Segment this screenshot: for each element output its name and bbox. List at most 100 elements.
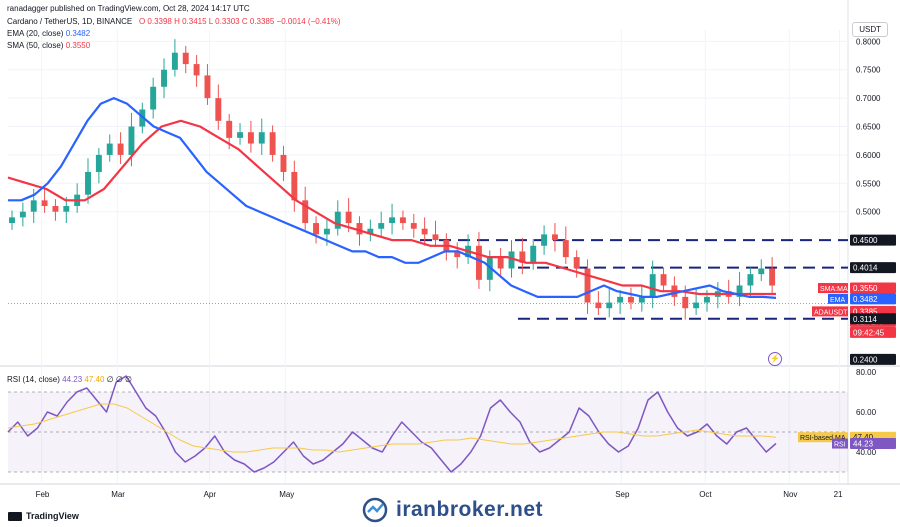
rsi-ma-value: 47.40 [84, 375, 105, 384]
candle-body [204, 75, 211, 99]
candle-body [95, 154, 102, 172]
level-tag: 0.2400 [853, 355, 878, 364]
symbol-legend: Cardano / TetherUS, 1D, BINANCE O 0.3398… [7, 16, 341, 27]
horizontal-levels [420, 239, 848, 320]
candle-body [606, 302, 613, 309]
sma50-line [7, 119, 776, 296]
rsi-label: RSI (14, close) [7, 375, 60, 384]
rsi-value: 44.23 [62, 375, 83, 384]
candle-body [9, 217, 15, 224]
candle-body [769, 268, 776, 286]
rsi-tick-label: 60.00 [856, 408, 877, 417]
rsi-ma-value-tag: 47.40 [853, 433, 874, 442]
symbol-tag-bg [812, 306, 848, 317]
rsi-value-tag-bg [850, 438, 896, 450]
candle-body [519, 251, 526, 263]
price-tick-label: 0.7000 [856, 94, 881, 103]
time-tick-label: Oct [699, 490, 712, 499]
candle-body [704, 296, 710, 303]
candle-body [280, 154, 287, 172]
iranbroker-logo-icon [362, 497, 388, 523]
candle-body [269, 132, 276, 155]
candle-body [63, 206, 70, 212]
candle-body [421, 228, 428, 235]
level-tag-bg [850, 353, 896, 365]
candle-body [258, 132, 265, 144]
candle-body [237, 132, 243, 138]
candle-body [475, 245, 482, 280]
candle-body [247, 132, 254, 144]
price-tick-label: 0.8000 [856, 37, 881, 46]
candle-body [302, 200, 309, 224]
candle-body [758, 268, 765, 275]
candle-body [291, 171, 298, 201]
price-value-tag: 0.3385 [853, 307, 878, 316]
sma-legend[interactable]: SMA (50, close) 0.3550 [7, 40, 90, 51]
candle-body [638, 296, 645, 303]
sma-label: SMA (50, close) [7, 41, 64, 50]
currency-button[interactable]: USDT [852, 22, 888, 37]
chart-grid [0, 0, 900, 485]
moving-average-lines [7, 96, 848, 304]
candle-body [41, 200, 48, 207]
candle-body [345, 211, 352, 224]
candle-body [617, 296, 624, 303]
candle-body [541, 234, 548, 246]
ema-value-tag-bg [850, 293, 896, 305]
ema-value-tag: 0.3482 [853, 295, 878, 304]
countdown-tag-bg [850, 326, 896, 338]
tradingview-mark-icon [8, 511, 22, 521]
time-axis: Feb Mar Apr May Sep Oct Nov 21 [36, 490, 843, 499]
candle-body [693, 302, 700, 309]
candle-body [150, 86, 157, 110]
level-tag: 0.4014 [853, 264, 878, 273]
candle-body [334, 211, 341, 229]
level-tag: 0.3114 [853, 315, 877, 324]
price-tags: 0.4500 0.4014 SMA:MA 0.3550 EMA 0.3482 ADAUSDT… [798, 234, 896, 450]
candle-body [432, 234, 439, 241]
price-tick-label: 0.7500 [856, 66, 881, 75]
candle-body [313, 223, 320, 235]
candle-body [106, 143, 113, 155]
rsi-tick-label: 80.00 [856, 368, 877, 377]
level-tag-bg [850, 313, 896, 325]
watermark: iranbroker.net [362, 497, 543, 523]
watermark-text: iranbroker.net [396, 498, 544, 521]
candle-body [682, 296, 689, 309]
candle-body [628, 296, 634, 303]
price-axis: 0.8000 0.7500 0.7000 0.6500 0.6000 0.5500 0.50… [856, 37, 881, 457]
level-tag-bg [850, 262, 896, 274]
ema-label: EMA (20, close) [7, 29, 64, 38]
price-tick-label: 0.5000 [856, 208, 881, 217]
candle-body [128, 126, 135, 155]
candle-body [551, 234, 558, 241]
rsi-legend[interactable]: RSI (14, close) 44.23 47.40 ∅ ∅ ∅ [7, 374, 132, 385]
rsi-extra: ∅ ∅ ∅ [106, 375, 133, 384]
candle-body [378, 223, 385, 229]
candle-body [584, 268, 591, 303]
level-tag: 0.4500 [853, 236, 878, 245]
ema-short-label-bg [828, 293, 848, 304]
level-tag-bg [850, 234, 896, 246]
candle-body [660, 274, 667, 286]
time-tick-label: May [279, 490, 294, 499]
alarm-icon[interactable]: ⚡ [768, 352, 782, 366]
candle-body [497, 257, 504, 269]
rsi-band [8, 391, 848, 473]
ema-legend[interactable]: EMA (20, close) 0.3482 [7, 28, 90, 39]
rsi-ma-name-bg [798, 432, 848, 443]
time-tick-label: Apr [204, 490, 217, 499]
time-tick-label: Feb [36, 490, 50, 499]
rsi-tick-label: 40.00 [856, 448, 877, 457]
candle-body [508, 251, 515, 269]
ema-short-label: EMA [830, 297, 846, 304]
time-tick-label: Sep [615, 490, 630, 499]
candle-body [649, 274, 656, 297]
rsi-lines [7, 375, 777, 473]
sma-value: 0.3550 [65, 41, 91, 50]
tradingview-logo[interactable]: TradingView [8, 511, 79, 521]
candle-body [736, 285, 743, 297]
candle-body [356, 223, 363, 235]
symbol-title[interactable]: Cardano / TetherUS, 1D, BINANCE [7, 17, 133, 26]
